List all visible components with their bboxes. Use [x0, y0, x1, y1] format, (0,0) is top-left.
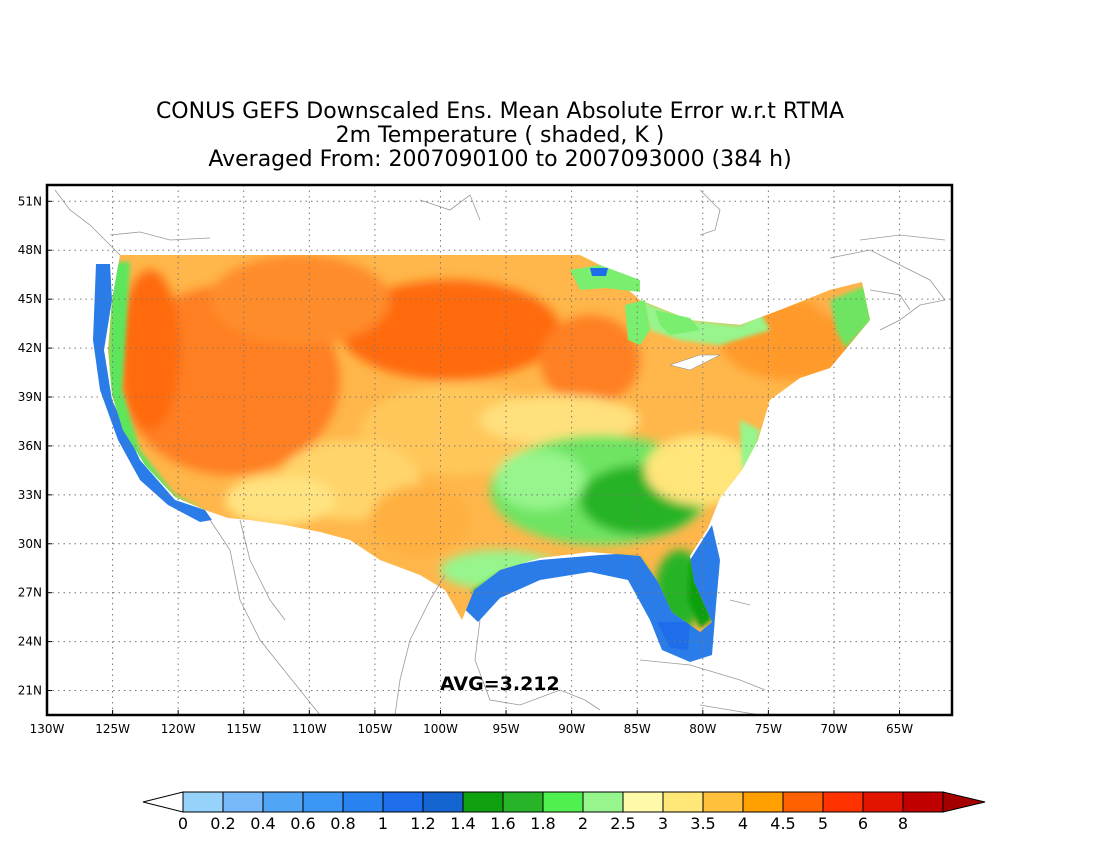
colorbar-swatch	[582, 791, 624, 813]
colorbar-tick-label: 0	[178, 814, 188, 833]
lat-tick-label: 33N	[18, 488, 42, 502]
axis-ticks: 130W 125W 120W 115W 110W 105W 100W 95W 90W 85W 80W…	[18, 194, 913, 736]
colorbar-tick-label: 8	[898, 814, 908, 833]
colorbar-tick-label: 0.2	[210, 814, 235, 833]
map-area	[54, 189, 946, 715]
colorbar-tick-label: 1.6	[490, 814, 515, 833]
colorbar-swatch	[422, 791, 464, 813]
colorbar-tick-label: 1.4	[450, 814, 475, 833]
colorbar-swatch	[782, 791, 824, 813]
lon-tick-label: 125W	[95, 722, 130, 736]
colorbar-tick-label: 4	[738, 814, 748, 833]
colorbar-tick-label: 6	[858, 814, 868, 833]
map-grid	[47, 185, 952, 715]
colorbar-swatch	[342, 791, 384, 813]
colorbar-swatch	[302, 791, 344, 813]
lon-tick-label: 95W	[492, 722, 519, 736]
title-line-1: CONUS GEFS Downscaled Ens. Mean Absolute…	[155, 99, 845, 124]
title-line-3: Averaged From: 2007090100 to 2007093000 …	[208, 147, 792, 172]
lon-tick-label: 70W	[820, 722, 847, 736]
colorbar-tick-label: 1.2	[410, 814, 435, 833]
colorbar-under-arrow	[142, 791, 184, 813]
map-frame	[45, 183, 954, 717]
lon-tick-label: 75W	[755, 722, 782, 736]
colorbar-swatch	[662, 791, 704, 813]
colorbar-swatch	[382, 791, 424, 813]
colorbar-tick-label: 1.8	[530, 814, 555, 833]
map-title: CONUS GEFS Downscaled Ens. Mean Absolute…	[0, 100, 1000, 172]
colorbar-over-arrow	[942, 791, 986, 813]
colorbar-swatch	[822, 791, 864, 813]
colorbar-tick-label: 5	[818, 814, 828, 833]
lon-tick-label: 110W	[292, 722, 327, 736]
avg-label: AVG=3.212	[440, 673, 560, 695]
colorbar-tick-label: 2.5	[610, 814, 635, 833]
lat-tick-label: 36N	[18, 439, 42, 453]
colorbar-swatch	[182, 791, 224, 813]
colorbar-tick-label: 0.4	[250, 814, 275, 833]
lat-tick-label: 51N	[18, 194, 42, 208]
lon-tick-label: 115W	[226, 722, 261, 736]
colorbar-swatch	[502, 791, 544, 813]
lon-tick-label: 120W	[161, 722, 196, 736]
lon-tick-label: 130W	[30, 722, 65, 736]
lon-tick-label: 90W	[558, 722, 585, 736]
colorbar-swatch	[702, 791, 744, 813]
colorbar-swatch	[742, 791, 784, 813]
lon-tick-label: 105W	[358, 722, 393, 736]
colorbar-swatch	[542, 791, 584, 813]
lat-tick-label: 30N	[18, 537, 42, 551]
colorbar-swatch	[622, 791, 664, 813]
lat-tick-label: 42N	[18, 341, 42, 355]
shaded-error-field	[108, 255, 870, 632]
lon-tick-label: 100W	[423, 722, 458, 736]
lon-tick-label: 80W	[689, 722, 716, 736]
coastlines	[54, 189, 946, 715]
colorbar-swatch	[462, 791, 504, 813]
lat-tick-label: 27N	[18, 586, 42, 600]
colorbar-tick-label: 1	[378, 814, 388, 833]
colorbar-tick-label: 0.6	[290, 814, 315, 833]
colorbar-tick-label: 4.5	[770, 814, 795, 833]
colorbar-swatch	[862, 791, 904, 813]
colorbar-swatch	[902, 791, 944, 813]
colorbar-swatch	[262, 791, 304, 813]
lat-tick-label: 24N	[18, 635, 42, 649]
lat-tick-label: 39N	[18, 390, 42, 404]
lon-tick-label: 65W	[886, 722, 913, 736]
colorbar-swatch	[222, 791, 264, 813]
lon-tick-label: 85W	[624, 722, 651, 736]
lat-tick-label: 45N	[18, 292, 42, 306]
colorbar-tick-label: 3	[658, 814, 668, 833]
lat-tick-label: 48N	[18, 243, 42, 257]
colorbar: 0 0.2 0.4 0.6 0.8 1 1.2 1.4 1.6 1.8 2 2.5 3 3.5 4 4.5 5 6…	[142, 791, 986, 833]
lat-tick-label: 21N	[18, 684, 42, 698]
colorbar-tick-label: 3.5	[690, 814, 715, 833]
colorbar-tick-label: 2	[578, 814, 588, 833]
title-line-2: 2m Temperature ( shaded, K )	[335, 123, 665, 148]
colorbar-tick-label: 0.8	[330, 814, 355, 833]
